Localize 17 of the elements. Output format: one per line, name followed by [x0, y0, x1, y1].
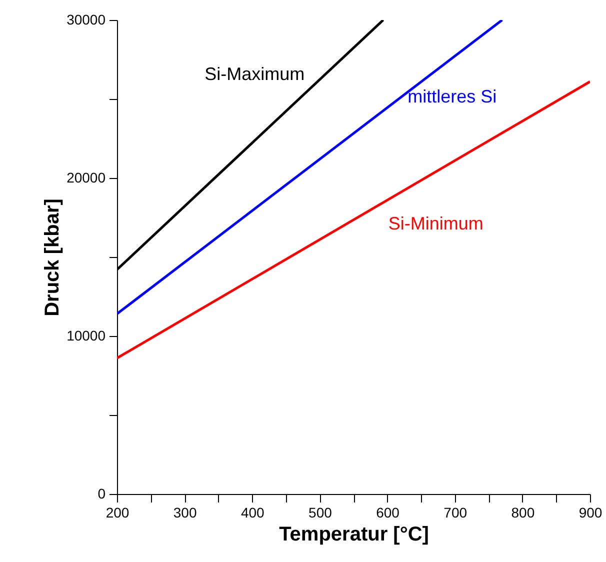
series-label: Si-Minimum — [388, 213, 484, 234]
x-tick-label: 900 — [578, 504, 602, 520]
x-tick-label: 200 — [106, 504, 130, 520]
x-tick-label: 400 — [240, 504, 265, 520]
x-tick-label: 600 — [376, 504, 400, 520]
y-tick-label: 20000 — [66, 170, 106, 186]
y-tick-label: 10000 — [66, 328, 106, 344]
x-tick-label: 500 — [308, 504, 332, 520]
x-tick-label: 300 — [173, 504, 197, 520]
y-axis-title: Druck [kbar] — [42, 198, 64, 316]
x-tick-label: 800 — [511, 504, 535, 520]
y-tick-label: 0 — [98, 486, 106, 502]
series-label: mittleres Si — [408, 86, 497, 107]
x-tick-label: 700 — [444, 504, 468, 520]
x-axis-title: Temperatur [°C] — [279, 524, 429, 546]
series-label: Si-Maximum — [204, 64, 305, 84]
y-tick-label: 30000 — [66, 12, 106, 28]
